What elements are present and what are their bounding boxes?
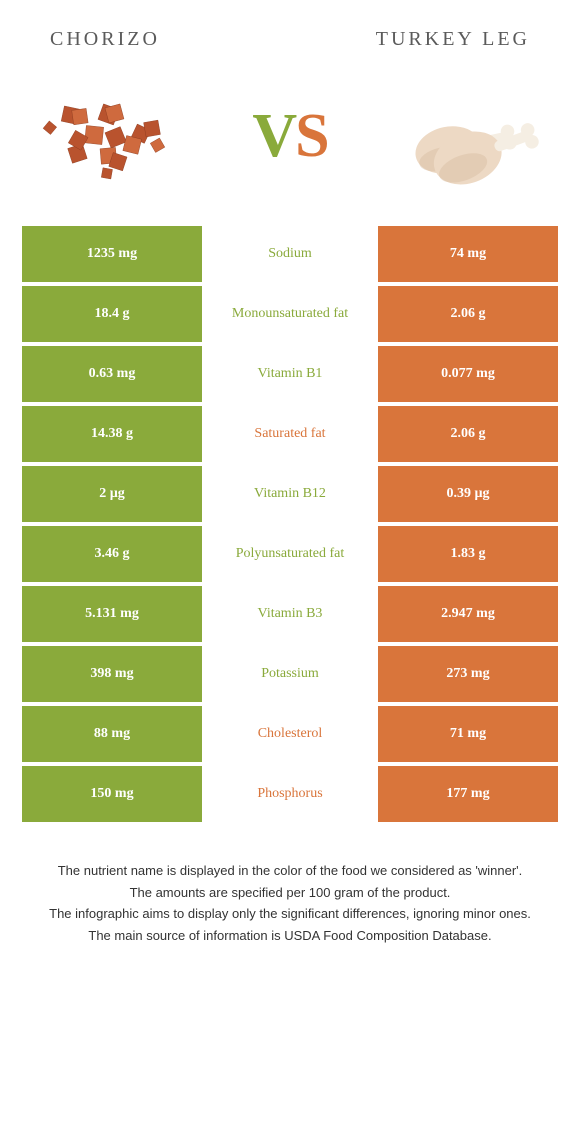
left-value-cell: 18.4 g (22, 286, 202, 342)
left-value-cell: 150 mg (22, 766, 202, 822)
footer-line-1: The nutrient name is displayed in the co… (30, 861, 550, 881)
right-value-cell: 2.06 g (378, 286, 558, 342)
chorizo-image (35, 76, 190, 196)
chorizo-icon (35, 76, 190, 196)
nutrient-row: 3.46 gPolyunsaturated fat1.83 g (22, 526, 558, 582)
right-value-cell: 2.06 g (378, 406, 558, 462)
footer-line-4: The main source of information is USDA F… (30, 926, 550, 946)
nutrient-row: 150 mgPhosphorus177 mg (22, 766, 558, 822)
nutrient-row: 5.131 mgVitamin B32.947 mg (22, 586, 558, 642)
nutrient-row: 88 mgCholesterol71 mg (22, 706, 558, 762)
vs-label: VS (252, 101, 327, 172)
footer-line-3: The infographic aims to display only the… (30, 904, 550, 924)
nutrient-name-cell: Saturated fat (202, 406, 378, 462)
nutrient-row: 18.4 gMonounsaturated fat2.06 g (22, 286, 558, 342)
right-value-cell: 1.83 g (378, 526, 558, 582)
nutrient-name-cell: Vitamin B1 (202, 346, 378, 402)
right-value-cell: 74 mg (378, 226, 558, 282)
left-value-cell: 398 mg (22, 646, 202, 702)
images-row: VS (0, 61, 580, 226)
nutrient-name-cell: Cholesterol (202, 706, 378, 762)
vs-s: S (295, 102, 327, 170)
right-value-cell: 0.077 mg (378, 346, 558, 402)
nutrient-name-cell: Vitamin B12 (202, 466, 378, 522)
nutrient-row: 14.38 gSaturated fat2.06 g (22, 406, 558, 462)
right-value-cell: 0.39 µg (378, 466, 558, 522)
nutrient-row: 0.63 mgVitamin B10.077 mg (22, 346, 558, 402)
nutrient-row: 398 mgPotassium273 mg (22, 646, 558, 702)
right-value-cell: 177 mg (378, 766, 558, 822)
right-value-cell: 273 mg (378, 646, 558, 702)
nutrient-name-cell: Vitamin B3 (202, 586, 378, 642)
vs-v: V (252, 102, 295, 170)
nutrient-row: 1235 mgSodium74 mg (22, 226, 558, 282)
nutrient-row: 2 µgVitamin B120.39 µg (22, 466, 558, 522)
left-value-cell: 0.63 mg (22, 346, 202, 402)
turkey-leg-icon (390, 76, 545, 196)
right-value-cell: 71 mg (378, 706, 558, 762)
nutrient-name-cell: Polyunsaturated fat (202, 526, 378, 582)
nutrient-name-cell: Phosphorus (202, 766, 378, 822)
left-value-cell: 3.46 g (22, 526, 202, 582)
footer-line-2: The amounts are specified per 100 gram o… (30, 883, 550, 903)
footer-notes: The nutrient name is displayed in the co… (0, 826, 580, 945)
nutrient-name-cell: Sodium (202, 226, 378, 282)
left-value-cell: 14.38 g (22, 406, 202, 462)
turkey-image (390, 76, 545, 196)
left-value-cell: 5.131 mg (22, 586, 202, 642)
header-row: Chorizo Turkey leg (0, 0, 580, 61)
right-value-cell: 2.947 mg (378, 586, 558, 642)
nutrient-name-cell: Monounsaturated fat (202, 286, 378, 342)
left-value-cell: 2 µg (22, 466, 202, 522)
nutrient-table: 1235 mgSodium74 mg18.4 gMonounsaturated … (0, 226, 580, 822)
left-food-title: Chorizo (50, 28, 160, 51)
left-value-cell: 1235 mg (22, 226, 202, 282)
right-food-title: Turkey leg (376, 28, 530, 51)
nutrient-name-cell: Potassium (202, 646, 378, 702)
left-value-cell: 88 mg (22, 706, 202, 762)
